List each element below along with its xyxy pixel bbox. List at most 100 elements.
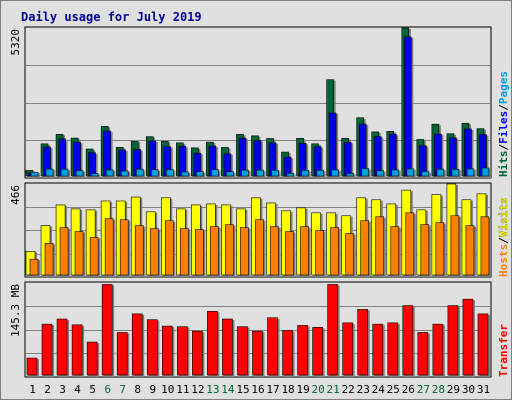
day-label-26: 26 <box>402 383 415 396</box>
bar-pages-24 <box>376 170 385 177</box>
bar-pages-1 <box>30 171 39 177</box>
bar-pages-20 <box>316 169 324 177</box>
bar-pages-26 <box>406 168 415 177</box>
bar-files-21 <box>328 112 337 177</box>
bar-pages-15 <box>241 169 249 177</box>
bar-transfer-25 <box>387 322 399 376</box>
bar-hosts-20 <box>315 230 324 276</box>
bar-transfer-26 <box>402 305 414 376</box>
y-axis-max-labels: 5320 466 145.3 MB <box>9 29 22 337</box>
bar-hosts-11 <box>180 228 189 276</box>
bar-pages-17 <box>271 169 279 177</box>
bar-transfer-20 <box>312 327 323 376</box>
series-label-hits-files-pages: Hits/Files/Pages <box>497 71 510 177</box>
y-max-label-visits: 466 <box>9 185 22 205</box>
bar-pages-7 <box>120 170 129 177</box>
bar-pages-28 <box>436 168 445 177</box>
day-label-28: 28 <box>432 383 445 396</box>
bar-pages-11 <box>181 171 189 177</box>
bar-hosts-10 <box>164 220 174 276</box>
day-label-10: 10 <box>161 383 174 396</box>
bar-pages-31 <box>481 167 490 177</box>
day-label-11: 11 <box>176 383 189 396</box>
bar-pages-12 <box>196 171 204 177</box>
day-label-6: 6 <box>104 383 111 396</box>
day-label-9: 9 <box>149 383 156 396</box>
bar-transfer-27 <box>417 332 429 376</box>
bar-transfer-12 <box>192 330 203 376</box>
y-max-label-transfer: 145.3 MB <box>9 284 22 337</box>
bar-transfer-7 <box>116 332 128 376</box>
bar-pages-4 <box>75 170 84 177</box>
day-label-23: 23 <box>357 383 370 396</box>
day-label-20: 20 <box>312 383 325 396</box>
bar-transfer-14 <box>222 318 233 376</box>
bar-hosts-3 <box>59 227 69 276</box>
bar-hosts-14 <box>225 224 234 276</box>
day-label-21: 21 <box>327 383 340 396</box>
bar-transfer-2 <box>41 323 53 376</box>
bar-files-24 <box>373 136 382 177</box>
bar-hosts-31 <box>480 216 490 276</box>
day-label-17: 17 <box>266 383 279 396</box>
day-label-5: 5 <box>89 383 96 396</box>
bar-transfer-9 <box>146 319 158 376</box>
bar-pages-30 <box>466 168 475 177</box>
y-max-label-hits: 5320 <box>9 29 22 56</box>
day-label-27: 27 <box>417 383 430 396</box>
bar-pages-2 <box>45 168 54 177</box>
bar-transfer-4 <box>71 324 83 376</box>
chart-title: Daily usage for July 2019 <box>21 10 202 24</box>
day-label-24: 24 <box>372 383 386 396</box>
bar-hosts-1 <box>29 258 39 276</box>
bar-transfer-23 <box>357 309 369 376</box>
day-label-4: 4 <box>74 383 81 396</box>
bar-pages-6 <box>105 169 114 177</box>
bar-transfer-19 <box>297 325 308 376</box>
bar-hosts-5 <box>89 237 99 276</box>
bar-hosts-30 <box>465 225 475 276</box>
bar-hosts-28 <box>435 222 445 276</box>
bar-hosts-13 <box>210 226 219 276</box>
bar-pages-21 <box>331 169 339 177</box>
bar-hosts-7 <box>119 219 129 276</box>
bar-transfer-16 <box>252 330 263 376</box>
bar-transfer-11 <box>177 326 188 376</box>
bar-pages-23 <box>361 168 370 177</box>
bar-pages-22 <box>346 173 354 177</box>
bar-hosts-16 <box>255 219 264 276</box>
bar-pages-14 <box>226 171 234 177</box>
bar-transfer-6 <box>101 284 113 376</box>
bar-hosts-19 <box>300 226 309 276</box>
bar-transfer-21 <box>327 284 338 376</box>
bar-transfer-28 <box>432 323 444 376</box>
day-label-7: 7 <box>119 383 126 396</box>
bar-hosts-22 <box>345 233 354 276</box>
bar-hosts-29 <box>450 215 460 276</box>
bar-files-26 <box>404 36 412 177</box>
bar-transfer-18 <box>282 330 293 376</box>
bar-transfer-3 <box>56 318 68 376</box>
bar-hosts-15 <box>240 227 249 276</box>
bar-files-22 <box>343 142 352 177</box>
bar-pages-13 <box>211 169 219 177</box>
day-label-1: 1 <box>29 383 36 396</box>
bar-transfer-13 <box>207 311 218 376</box>
bar-pages-29 <box>451 168 460 177</box>
bar-transfer-24 <box>372 323 384 376</box>
bar-hosts-18 <box>285 231 294 276</box>
bar-transfer-30 <box>462 298 474 376</box>
bar-pages-5 <box>90 173 99 177</box>
bar-transfer-1 <box>26 357 38 376</box>
bar-pages-3 <box>60 168 69 177</box>
day-label-18: 18 <box>281 383 294 396</box>
day-label-29: 29 <box>447 383 460 396</box>
day-label-16: 16 <box>251 383 264 396</box>
day-label-25: 25 <box>387 383 400 396</box>
bar-transfer-29 <box>447 305 459 376</box>
bar-hosts-26 <box>405 212 415 276</box>
bar-pages-9 <box>150 169 159 177</box>
bar-hosts-4 <box>74 231 84 276</box>
